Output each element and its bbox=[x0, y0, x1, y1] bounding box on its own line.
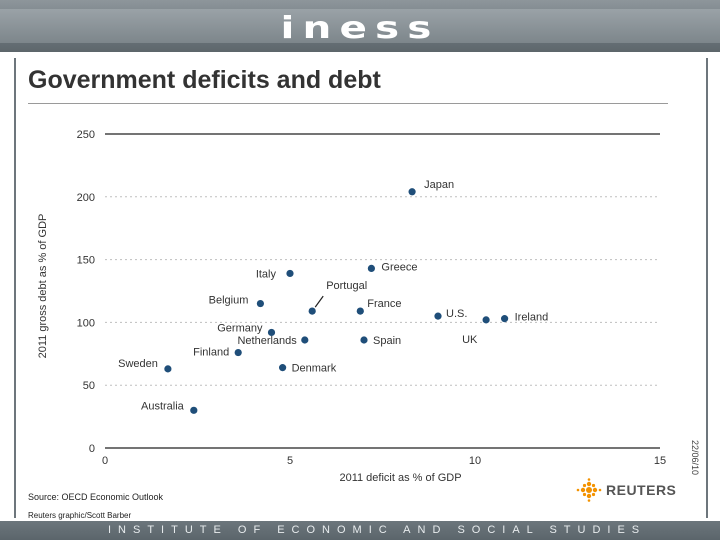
reuters-wordmark: REUTERS bbox=[606, 482, 677, 498]
y-tick-label: 200 bbox=[77, 192, 95, 204]
point-label: Belgium bbox=[209, 295, 249, 307]
point-label: UK bbox=[462, 334, 478, 346]
point-label: France bbox=[367, 298, 401, 310]
chart-frame bbox=[14, 58, 708, 518]
iness-logo: iness bbox=[280, 11, 440, 46]
data-point bbox=[234, 348, 242, 357]
point-label: Portugal bbox=[326, 280, 367, 292]
chart-title: Government deficits and debt bbox=[28, 66, 381, 94]
data-point bbox=[190, 406, 198, 414]
footer-text: INSTITUTE OF ECONOMIC AND SOCIAL STUDIES bbox=[108, 524, 647, 536]
point-label: Netherlands bbox=[237, 335, 297, 347]
point-label: Italy bbox=[256, 268, 277, 280]
point-label: Greece bbox=[381, 261, 417, 273]
data-point bbox=[434, 312, 442, 320]
reuters-icon bbox=[576, 478, 602, 502]
header-bar bbox=[0, 9, 720, 43]
credit-note: Reuters graphic/Scott Barber bbox=[28, 511, 132, 520]
point-label: Australia bbox=[141, 400, 185, 412]
point-label: Denmark bbox=[292, 363, 337, 375]
y-axis-label: 2011 gross debt as % of GDP bbox=[37, 214, 49, 359]
slide-header: iness bbox=[0, 0, 720, 52]
data-point bbox=[164, 365, 172, 373]
date-stamp: 22/06/10 bbox=[690, 440, 700, 476]
x-tick-label: 15 bbox=[654, 455, 666, 467]
point-label: U.S. bbox=[446, 308, 467, 320]
x-tick-label: 0 bbox=[102, 455, 108, 467]
data-point bbox=[367, 264, 375, 272]
y-tick-label: 150 bbox=[77, 255, 95, 267]
y-tick-label: 250 bbox=[77, 129, 95, 141]
data-point bbox=[356, 307, 364, 315]
portugal-leader-line bbox=[314, 295, 324, 308]
data-point bbox=[286, 269, 294, 278]
data-point bbox=[301, 336, 309, 344]
point-label: Finland bbox=[193, 347, 229, 359]
data-point bbox=[308, 307, 316, 315]
data-point bbox=[360, 336, 368, 344]
y-tick-label: 0 bbox=[89, 443, 95, 455]
title-rule bbox=[28, 103, 668, 104]
point-label: Sweden bbox=[118, 358, 158, 370]
point-label: Germany bbox=[217, 322, 263, 334]
data-point bbox=[267, 328, 276, 337]
reuters-logo: REUTERS bbox=[574, 478, 676, 502]
data-point bbox=[408, 188, 416, 196]
x-tick-label: 10 bbox=[469, 455, 481, 467]
data-point bbox=[501, 315, 509, 323]
data-point bbox=[256, 299, 264, 308]
point-label: Ireland bbox=[515, 312, 549, 324]
y-tick-label: 100 bbox=[77, 317, 95, 329]
source-note: Source: OECD Economic Outlook bbox=[28, 492, 164, 502]
x-axis-label: 2011 deficit as % of GDP bbox=[339, 472, 461, 484]
x-tick-label: 5 bbox=[287, 455, 293, 467]
data-point bbox=[279, 364, 287, 372]
point-label: Spain bbox=[373, 335, 401, 347]
data-point bbox=[482, 316, 490, 324]
point-label: Japan bbox=[424, 179, 454, 191]
y-tick-label: 50 bbox=[83, 380, 95, 392]
slide-footer: INSTITUTE OF ECONOMIC AND SOCIAL STUDIES bbox=[0, 521, 720, 540]
